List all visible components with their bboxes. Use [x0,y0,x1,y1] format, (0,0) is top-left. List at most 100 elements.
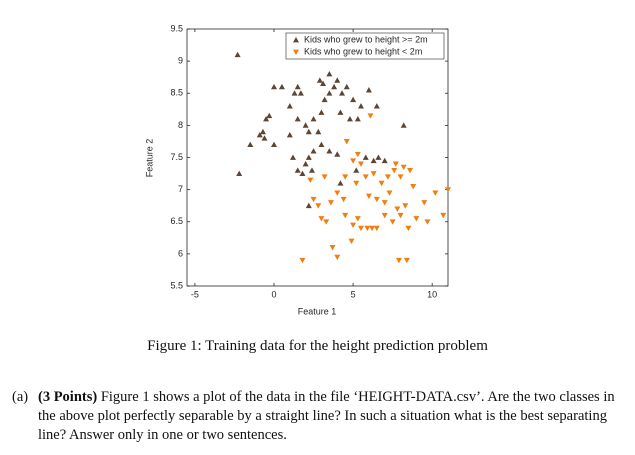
point [326,148,333,154]
point [337,109,344,115]
point [334,77,341,83]
point [400,164,407,171]
point [381,212,388,219]
point [373,103,380,109]
point [378,180,385,187]
point [413,216,420,222]
point [362,174,369,180]
point [263,115,270,122]
point [266,112,273,119]
point [339,90,346,96]
point [256,132,263,138]
point [308,167,315,173]
point [405,225,412,232]
point [286,103,293,109]
point [386,190,393,196]
point [286,132,293,138]
point [369,225,376,232]
point [350,158,357,164]
point [318,216,325,222]
point [334,190,341,196]
y-tick-label: 9.5 [170,23,183,33]
point [421,200,428,206]
y-tick-label: 7.5 [170,152,183,162]
x-tick-label: -5 [191,289,199,299]
point [259,128,266,135]
point [384,174,391,180]
point [353,180,360,187]
point [236,170,243,176]
legend-marker [293,49,299,55]
question-body: (3 Points) Figure 1 shows a plot of the … [38,388,624,445]
point [326,90,333,96]
point [261,135,268,141]
point [370,157,377,164]
point [315,203,322,209]
point [350,96,357,103]
point [358,225,364,232]
x-tick-label: 5 [351,289,356,299]
y-tick-label: 9 [178,56,183,66]
question: (a) (3 Points) Figure 1 shows a plot of … [12,388,624,445]
point [310,115,317,122]
point [346,115,353,122]
point [370,171,377,177]
point [394,206,401,212]
point [358,161,364,167]
point [294,83,301,90]
point [397,212,404,219]
point [358,103,364,109]
point [354,151,361,158]
y-tick-label: 6.5 [170,216,183,226]
point [392,161,399,167]
point [305,128,312,135]
x-tick-label: 0 [271,289,276,299]
y-tick-label: 8 [178,120,183,130]
point [294,167,301,173]
point [297,90,304,96]
point [432,190,439,196]
point [403,257,410,264]
question-text: Figure 1 shows a plot of the data in the… [38,389,615,443]
point [271,141,277,148]
point [234,51,241,58]
legend-label: Kids who grew to height >= 2m [304,34,428,44]
point [316,77,323,83]
point [410,184,417,190]
point [294,115,301,122]
point [367,113,374,119]
axes-box [186,28,449,287]
point [381,157,388,164]
point [445,187,451,193]
point [350,222,357,228]
point [362,154,369,160]
point [424,219,431,225]
point [337,180,344,186]
point [395,257,402,264]
point [365,87,372,93]
point [305,154,312,160]
point [389,219,396,225]
point [373,225,380,232]
point [343,83,350,90]
point [343,139,350,145]
point [440,212,447,219]
point [299,170,306,176]
point [364,225,371,232]
point [302,160,309,167]
y-axis-label: Feature 2 [144,139,154,178]
point [327,200,334,206]
point [353,167,360,173]
y-tick-label: 5.5 [170,280,183,290]
point [291,90,298,96]
point [400,122,407,128]
x-tick-label: 10 [427,289,437,299]
point [342,174,349,180]
point [373,196,380,203]
legend-label: Kids who grew to height < 2m [304,46,422,56]
point [334,254,341,261]
point [334,151,341,157]
point [271,83,277,90]
point [365,193,372,200]
legend-marker [293,37,299,43]
